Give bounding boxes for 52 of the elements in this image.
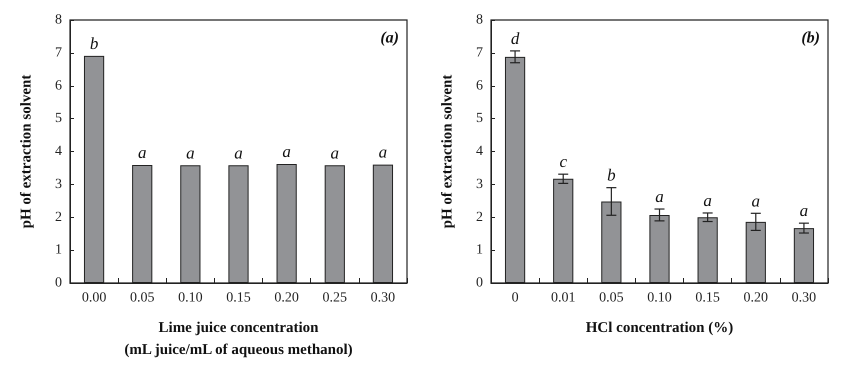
x-tick-label: 0.15 — [226, 290, 251, 306]
y-tick-label: 6 — [476, 78, 483, 94]
y-tick-label: 1 — [476, 242, 483, 258]
annotation: a — [234, 143, 243, 162]
annotation: a — [282, 142, 291, 161]
annotation: (b) — [801, 30, 820, 46]
y-axis-title: pH of extraction solvent — [18, 74, 34, 228]
x-tick-label: 0 — [512, 290, 519, 306]
annotation: a — [138, 142, 146, 162]
x-tick-label: 0.05 — [599, 290, 624, 306]
x-tick-label: 0.05 — [130, 290, 154, 306]
y-tick-label: 4 — [476, 144, 483, 159]
x-tick-label: 0.00 — [82, 290, 106, 306]
y-tick-label: 8 — [476, 12, 483, 28]
annotation: a — [655, 187, 664, 206]
y-tick-label: 1 — [55, 242, 62, 258]
y-tick-label: 2 — [476, 210, 483, 225]
annotation: a — [330, 143, 340, 162]
y-tick-label: 4 — [55, 144, 62, 159]
annotation: b — [607, 166, 616, 185]
y-tick-label: 8 — [55, 12, 62, 28]
x-axis-title: HCl concentration (%) — [586, 320, 734, 336]
x-tick-label: 0.01 — [550, 290, 576, 306]
annotation: a — [703, 190, 712, 210]
annotation: d — [510, 28, 520, 48]
y-tick-label: 7 — [476, 45, 483, 60]
y-tick-label: 2 — [55, 210, 62, 225]
x-axis-title: Lime juice concentration (mL juice/mL of aqueous methanol) — [124, 320, 353, 358]
x-tick-label: 0.15 — [695, 290, 720, 306]
y-tick-label: 0 — [55, 276, 62, 290]
annotation: a — [800, 201, 808, 220]
annotation: b — [90, 34, 98, 53]
x-tick-label: 0.20 — [744, 290, 768, 306]
y-tick-label: 6 — [55, 78, 62, 94]
x-tick-label: 0.25 — [322, 290, 348, 306]
annotation: a — [378, 142, 388, 162]
annotation: a — [186, 143, 195, 162]
annotation: (a) — [380, 30, 399, 46]
y-axis-title: pH of extraction solvent — [440, 74, 456, 228]
x-tick-label: 0.10 — [178, 290, 203, 306]
annotation: c — [559, 152, 568, 172]
y-tick-label: 3 — [476, 176, 483, 192]
y-tick-label: 7 — [55, 45, 62, 60]
x-tick-label: 0.10 — [647, 290, 672, 306]
y-tick-label: 5 — [476, 111, 483, 126]
x-tick-label: 0.30 — [370, 290, 396, 306]
x-tick-label: 0.30 — [792, 290, 816, 306]
y-tick-label: 5 — [55, 111, 62, 126]
y-tick-label: 0 — [476, 276, 483, 290]
annotation: a — [752, 191, 760, 210]
y-tick-label: 3 — [55, 176, 62, 192]
x-tick-label: 0.20 — [274, 290, 299, 306]
